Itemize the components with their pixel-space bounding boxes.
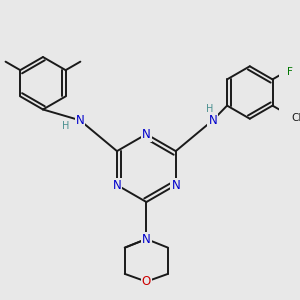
- Text: N: N: [142, 128, 151, 141]
- Text: N: N: [142, 232, 151, 245]
- Text: N: N: [76, 114, 84, 127]
- Text: H: H: [206, 104, 213, 115]
- Text: N: N: [208, 114, 217, 127]
- Text: O: O: [142, 275, 151, 288]
- Text: N: N: [112, 178, 122, 191]
- Text: H: H: [62, 122, 70, 131]
- Text: N: N: [171, 178, 180, 191]
- Text: Cl: Cl: [291, 113, 300, 123]
- Text: F: F: [287, 67, 293, 77]
